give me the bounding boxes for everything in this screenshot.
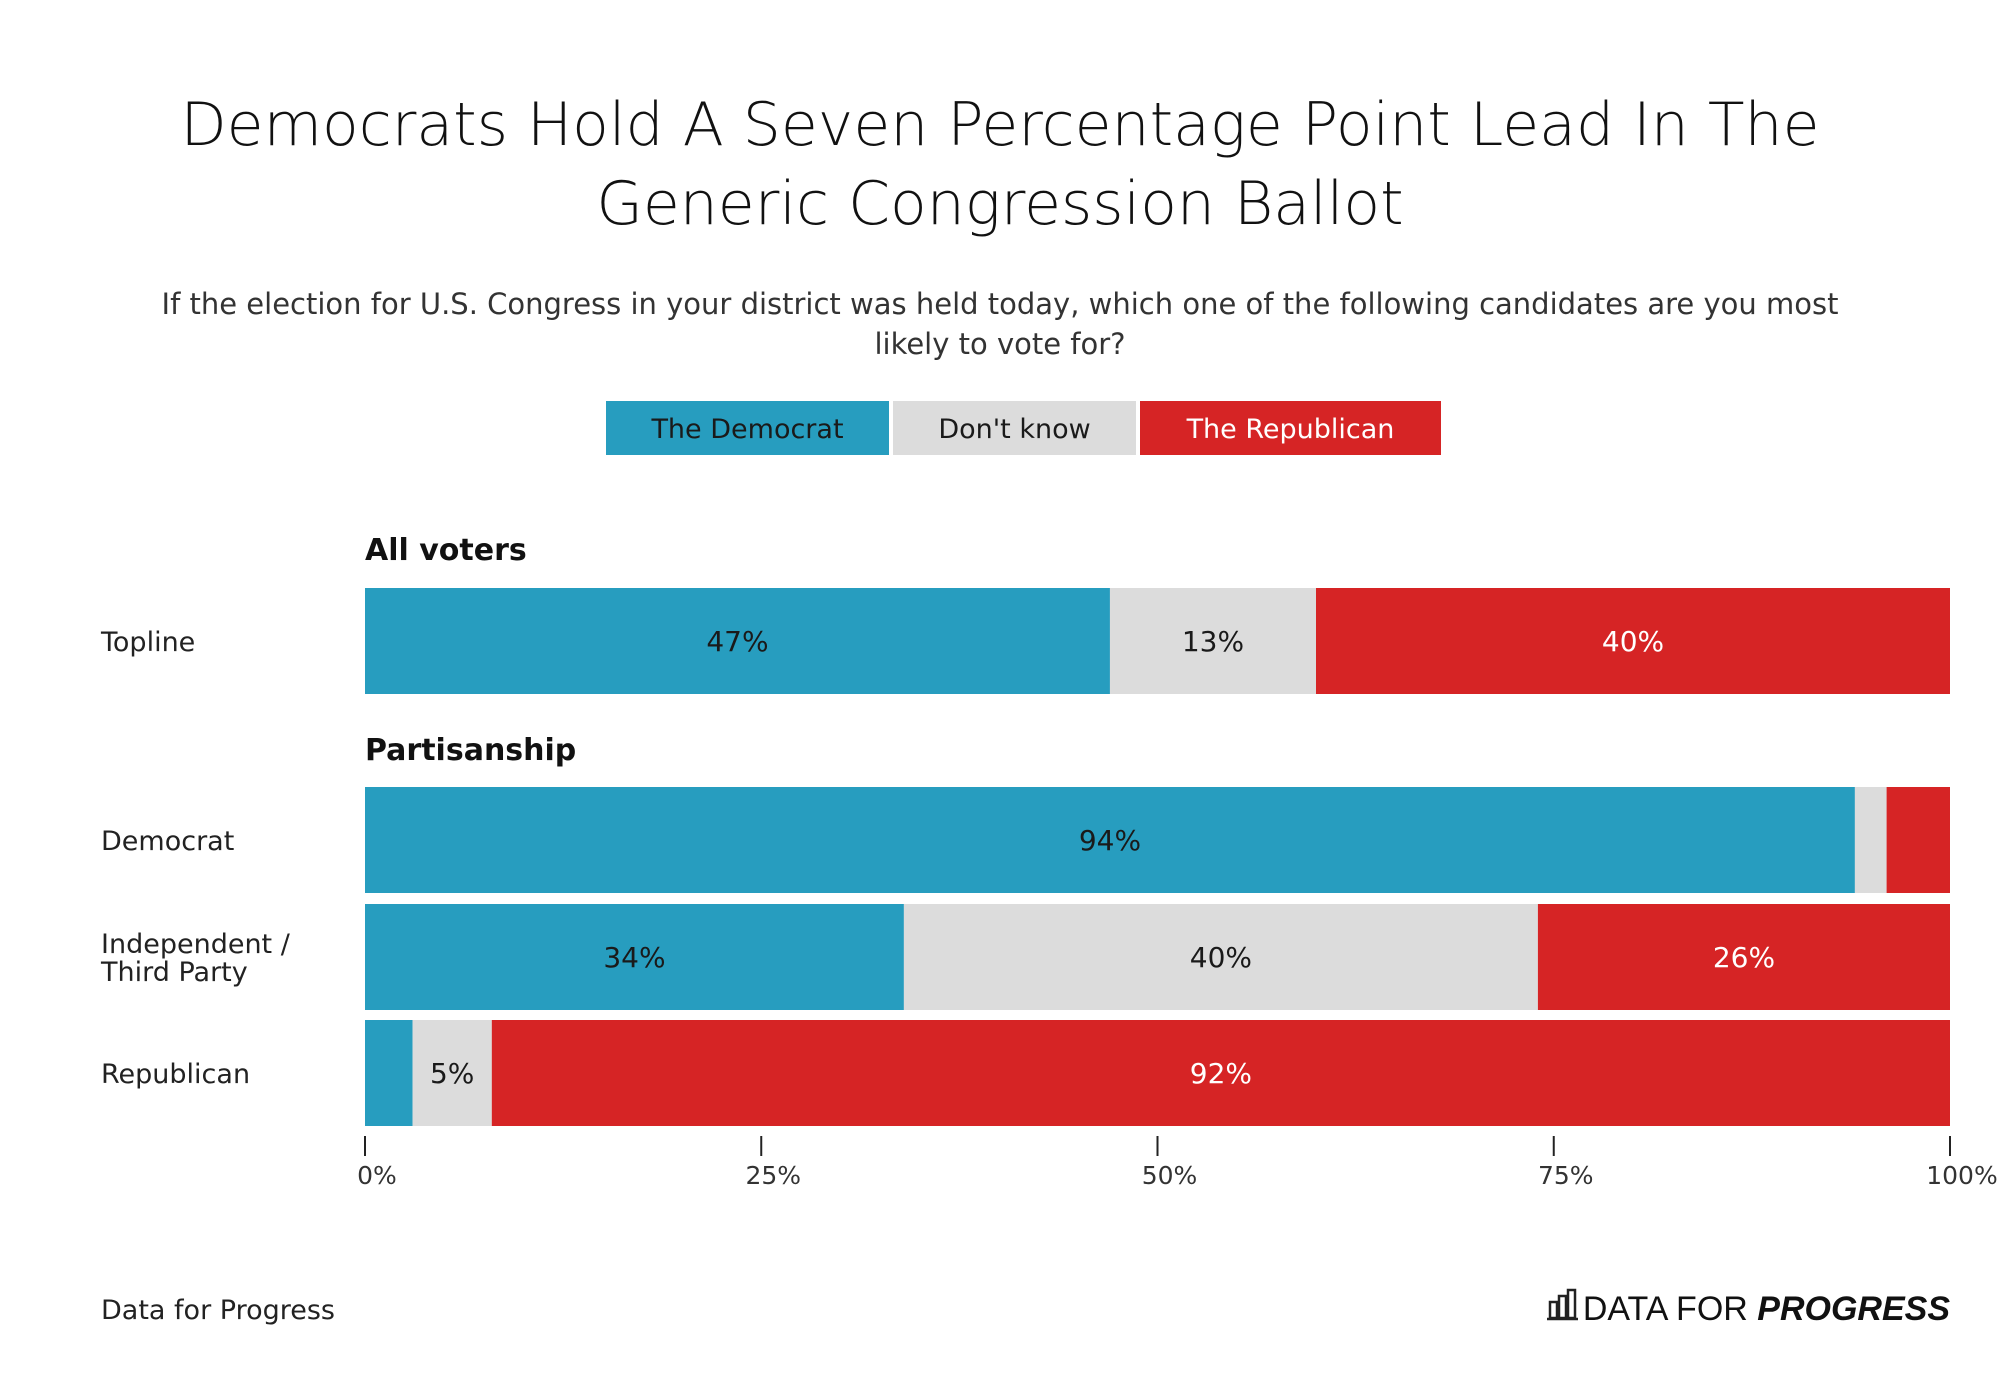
- bar-value-label: 40%: [1190, 941, 1252, 974]
- group-heading: All voters: [365, 533, 527, 568]
- bar-value-label: 26%: [1713, 941, 1775, 974]
- x-tick-label: 0%: [357, 1161, 397, 1190]
- legend-swatch: [606, 401, 889, 455]
- logo-text: DATA FOR PROGRESS: [1583, 1290, 1950, 1328]
- bar-segment: [365, 588, 1110, 694]
- bar-value-label: 13%: [1182, 625, 1244, 658]
- bar-segment: [1886, 787, 1950, 893]
- bars: All voters Topline 47% 13% 40% Partisanship De…: [100, 533, 1950, 1126]
- logo-text-light: DATA FOR: [1583, 1290, 1748, 1328]
- legend-label: The Democrat: [650, 414, 843, 445]
- bar-segment: [1537, 904, 1950, 1010]
- row-label: Topline: [100, 627, 195, 658]
- bar-segment: [903, 904, 1538, 1010]
- data-for-progress-logo: DATA FOR PROGRESS: [1547, 1288, 1950, 1328]
- row-label: Democrat: [101, 826, 234, 857]
- bar-value-label: 94%: [1079, 824, 1141, 857]
- x-tick-label: 50%: [1142, 1161, 1198, 1190]
- bar-segment: [1854, 787, 1887, 893]
- x-axis: 0% 25% 50% 75% 100%: [357, 1136, 1998, 1190]
- chart-subtitle-line-1: If the election for U.S. Congress in you…: [162, 287, 1839, 321]
- row-label: Republican: [101, 1059, 250, 1090]
- chart-title-line-2: Generic Congression Ballot: [596, 169, 1403, 239]
- x-tick-label: 75%: [1538, 1161, 1594, 1190]
- bar-segment: [412, 1020, 492, 1126]
- row-label: Third Party: [100, 957, 248, 988]
- bar-segment: [1109, 588, 1316, 694]
- legend-label: Don't know: [938, 414, 1090, 445]
- bar-value-label: 47%: [706, 625, 768, 658]
- bar-value-label: 34%: [603, 941, 665, 974]
- legend-swatch: [893, 401, 1136, 455]
- legend-swatch: [1140, 401, 1441, 455]
- bar-value-label: 92%: [1190, 1057, 1252, 1090]
- chart-subtitle-line-2: likely to vote for?: [874, 327, 1125, 361]
- x-tick-label: 100%: [1926, 1161, 1997, 1190]
- row-label: Independent /: [101, 929, 291, 960]
- source-credit: Data for Progress: [101, 1295, 335, 1326]
- bar-value-label: 5%: [430, 1057, 474, 1090]
- bar-value-label: 40%: [1602, 625, 1664, 658]
- chart-title-line-1: Democrats Hold A Seven Percentage Point …: [180, 90, 1819, 160]
- logo-text-bold: PROGRESS: [1757, 1290, 1950, 1328]
- bar-segment: [365, 787, 1855, 893]
- bar-segment: [365, 904, 904, 1010]
- x-tick-label: 25%: [745, 1161, 801, 1190]
- legend: The Democrat Don't know The Republican: [606, 401, 1441, 455]
- bar-segment: [491, 1020, 1950, 1126]
- legend-label: The Republican: [1186, 414, 1395, 445]
- bar-chart-icon: [1547, 1288, 1578, 1321]
- bar-segment: [1316, 588, 1950, 694]
- bar-segment: [365, 1020, 413, 1126]
- group-heading: Partisanship: [365, 733, 576, 768]
